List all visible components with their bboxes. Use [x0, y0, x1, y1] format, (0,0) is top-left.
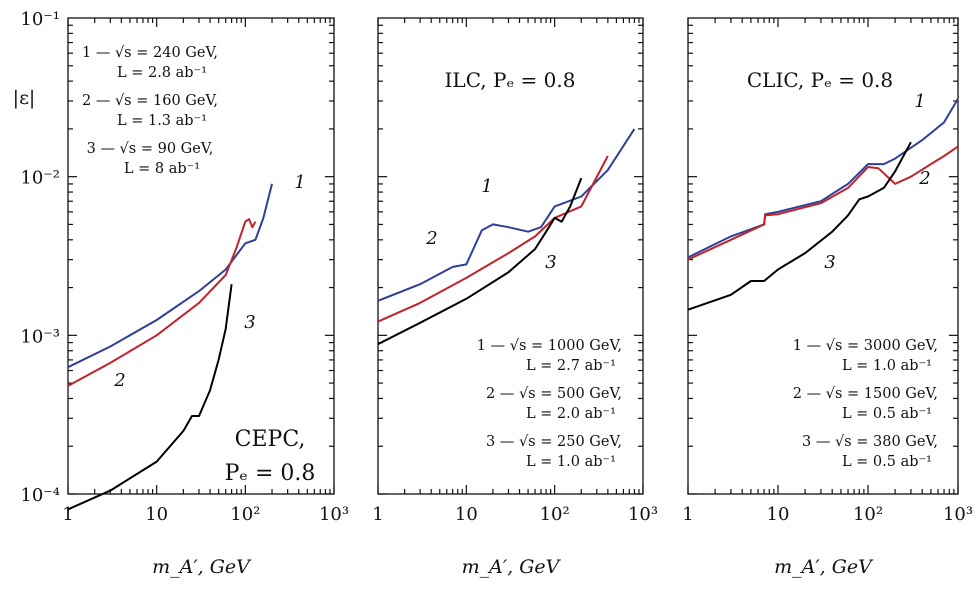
legend-sub-line: L = 2.0 ab⁻¹: [526, 406, 616, 422]
series-label-1: 1: [481, 176, 492, 197]
x-tick-label: 10³: [943, 504, 973, 525]
legend-line: 3 — √s = 90 GeV,: [87, 141, 214, 157]
series-label-1: 1: [294, 172, 305, 193]
legend-line: 3 — √s = 250 GeV,: [486, 434, 622, 450]
x-axis-label: m_A′, GeV: [774, 556, 874, 578]
series-line-1: [67, 183, 273, 369]
panel-annotation: CEPC,: [235, 427, 306, 452]
series-line-2: [377, 155, 609, 323]
x-tick-label: 1: [682, 504, 693, 525]
legend-line: 2 — √s = 160 GeV,: [82, 93, 218, 109]
series-line-2: [687, 145, 959, 261]
series-label-3: 3: [824, 252, 835, 273]
series-label-3: 3: [545, 252, 556, 273]
series-label-2: 2: [425, 228, 437, 249]
panel-annotation: CLIC, Pₑ = 0.8: [747, 68, 893, 92]
panel-annotation: Pₑ = 0.8: [225, 461, 316, 486]
series-line-3: [687, 141, 912, 311]
x-tick-label: 10: [145, 504, 168, 525]
series-label-2: 2: [918, 168, 930, 189]
legend-line: 1 — √s = 1000 GeV,: [477, 338, 622, 354]
x-tick-label: 10: [767, 504, 790, 525]
legend-line: 2 — √s = 500 GeV,: [486, 386, 622, 402]
plot-frame-2: [377, 17, 644, 495]
series-label-2: 2: [113, 370, 125, 391]
legend-sub-line: L = 0.5 ab⁻¹: [842, 454, 932, 470]
series-line-3: [67, 284, 233, 511]
legend-line: 1 — √s = 3000 GeV,: [793, 338, 938, 354]
legend-line: 2 — √s = 1500 GeV,: [793, 386, 938, 402]
y-tick-label: 10⁻⁴: [20, 485, 60, 506]
series-line-1: [377, 128, 636, 302]
series-line-3: [377, 177, 583, 345]
legend-line: 3 — √s = 380 GeV,: [802, 434, 938, 450]
legend-line: 1 — √s = 240 GeV,: [82, 45, 218, 61]
x-tick-label: 1: [372, 504, 383, 525]
panel-annotation: ILC, Pₑ = 0.8: [445, 68, 576, 92]
y-tick-label: 10⁻¹: [20, 9, 60, 30]
x-tick-label: 10³: [319, 504, 349, 525]
legend-sub-line: L = 1.0 ab⁻¹: [842, 358, 932, 374]
legend-sub-line: L = 2.8 ab⁻¹: [117, 65, 207, 81]
x-tick-label: 10²: [230, 504, 260, 525]
legend-sub-line: L = 1.0 ab⁻¹: [526, 454, 616, 470]
series-line-1: [687, 98, 959, 259]
x-axis-label: m_A′, GeV: [462, 556, 562, 578]
series-label-3: 3: [244, 312, 255, 333]
x-tick-label: 1: [62, 504, 73, 525]
series-label-1: 1: [914, 91, 925, 112]
legend-sub-line: L = 8 ab⁻¹: [124, 161, 200, 177]
y-axis-label: |ε|: [13, 87, 36, 109]
legend-sub-line: L = 2.7 ab⁻¹: [526, 358, 616, 374]
plot-frame-3: [687, 17, 959, 495]
y-tick-label: 10⁻²: [20, 168, 60, 189]
x-axis-label: m_A′, GeV: [152, 556, 252, 578]
legend-sub-line: L = 0.5 ab⁻¹: [842, 406, 932, 422]
legend-sub-line: L = 1.3 ab⁻¹: [117, 113, 207, 129]
series-line-2: [67, 218, 257, 387]
x-tick-label: 10²: [853, 504, 883, 525]
y-tick-label: 10⁻³: [20, 326, 60, 347]
x-tick-label: 10³: [628, 504, 658, 525]
x-tick-label: 10²: [540, 504, 570, 525]
x-tick-label: 10: [455, 504, 478, 525]
plot-frame-1: [67, 17, 335, 495]
